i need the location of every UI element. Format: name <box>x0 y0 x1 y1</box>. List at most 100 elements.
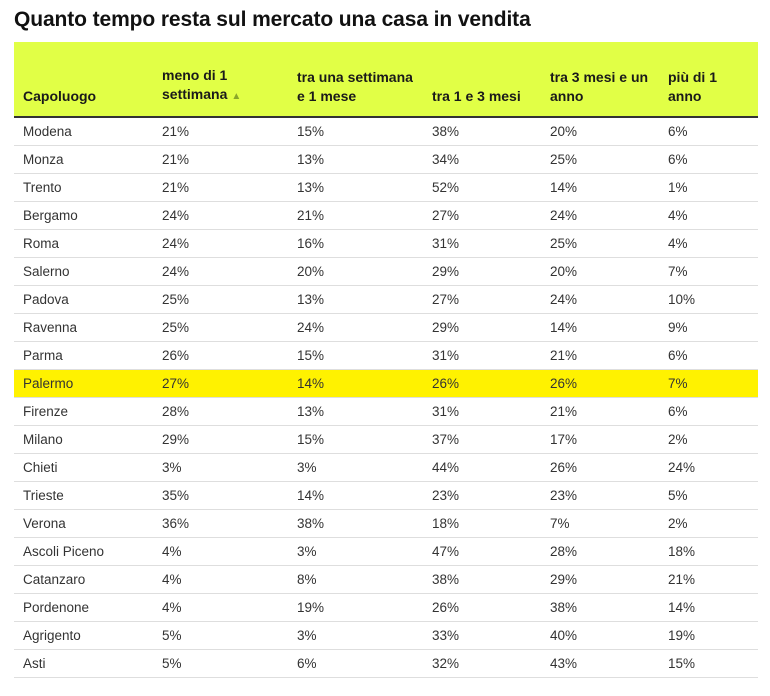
cell-value: 3% <box>289 537 424 566</box>
cell-value: 25% <box>154 285 289 314</box>
column-header-meno-di-1-settimana[interactable]: meno di 1 settimana ▲ <box>154 42 289 118</box>
cell-value: 15% <box>289 341 424 370</box>
cell-value: 1% <box>660 173 758 202</box>
cell-value: 24% <box>542 285 660 314</box>
cell-value: 31% <box>424 341 542 370</box>
table-row: Milano 29% 15% 37% 17% 2% <box>14 425 758 454</box>
cell-value: 15% <box>660 649 758 678</box>
cell-value: 37% <box>424 425 542 454</box>
table-row: Padova 25% 13% 27% 24% 10% <box>14 285 758 314</box>
cell-capoluogo: Asti <box>14 649 154 678</box>
cell-value: 26% <box>542 369 660 398</box>
cell-capoluogo: Monza <box>14 145 154 174</box>
cell-value: 14% <box>289 369 424 398</box>
column-header-tra-1-e-3-mesi[interactable]: tra 1 e 3 mesi <box>424 42 542 118</box>
cell-capoluogo: Milano <box>14 425 154 454</box>
cell-capoluogo: Ravenna <box>14 313 154 342</box>
cell-value: 14% <box>660 593 758 622</box>
cell-capoluogo: Verona <box>14 509 154 538</box>
cell-value: 21% <box>542 341 660 370</box>
cell-capoluogo: Catanzaro <box>14 565 154 594</box>
cell-value: 15% <box>289 425 424 454</box>
cell-capoluogo: Agrigento <box>14 621 154 650</box>
column-header-piu-di-1-anno[interactable]: più di 1 anno <box>660 42 758 118</box>
column-header-tra-una-settimana-e-1-mese[interactable]: tra una settimana e 1 mese <box>289 42 424 118</box>
cell-value: 4% <box>154 537 289 566</box>
cell-value: 27% <box>424 285 542 314</box>
table-row: Bergamo 24% 21% 27% 24% 4% <box>14 201 758 230</box>
cell-value: 21% <box>289 201 424 230</box>
cell-value: 6% <box>660 397 758 426</box>
column-header-tra-3-mesi-e-un-anno[interactable]: tra 3 mesi e un anno <box>542 42 660 118</box>
table-row: Parma 26% 15% 31% 21% 6% <box>14 341 758 370</box>
cell-value: 40% <box>542 621 660 650</box>
cell-value: 29% <box>424 313 542 342</box>
table-body: Modena 21% 15% 38% 20% 6% Monza 21% 13% 34% 25% 6% T… <box>14 117 758 678</box>
cell-value: 27% <box>424 201 542 230</box>
cell-value: 3% <box>289 453 424 482</box>
table-row: Trento 21% 13% 52% 14% 1% <box>14 173 758 202</box>
cell-value: 29% <box>424 257 542 286</box>
cell-value: 5% <box>154 621 289 650</box>
cell-value: 4% <box>660 229 758 258</box>
cell-value: 33% <box>424 621 542 650</box>
cell-value: 25% <box>542 229 660 258</box>
cell-value: 8% <box>289 565 424 594</box>
cell-value: 13% <box>289 397 424 426</box>
cell-capoluogo: Palermo <box>14 369 154 398</box>
table-row: Ascoli Piceno 4% 3% 47% 28% 18% <box>14 537 758 566</box>
cell-capoluogo: Trieste <box>14 481 154 510</box>
cell-value: 17% <box>542 425 660 454</box>
cell-value: 28% <box>542 537 660 566</box>
table-row: Verona 36% 38% 18% 7% 2% <box>14 509 758 538</box>
cell-capoluogo: Roma <box>14 229 154 258</box>
header-row: Capoluogo meno di 1 settimana ▲ tra una s… <box>14 42 758 118</box>
cell-value: 38% <box>542 593 660 622</box>
cell-value: 32% <box>424 649 542 678</box>
table-header: Capoluogo meno di 1 settimana ▲ tra una s… <box>14 42 758 118</box>
cell-value: 36% <box>154 509 289 538</box>
cell-value: 3% <box>289 621 424 650</box>
cell-value: 27% <box>154 369 289 398</box>
cell-value: 23% <box>542 481 660 510</box>
cell-value: 38% <box>424 565 542 594</box>
cell-value: 43% <box>542 649 660 678</box>
cell-value: 31% <box>424 397 542 426</box>
cell-value: 47% <box>424 537 542 566</box>
cell-capoluogo: Trento <box>14 173 154 202</box>
cell-capoluogo: Parma <box>14 341 154 370</box>
cell-value: 21% <box>542 397 660 426</box>
cell-value: 6% <box>660 145 758 174</box>
sort-ascending-icon: ▲ <box>231 91 242 102</box>
cell-value: 18% <box>424 509 542 538</box>
cell-value: 20% <box>542 117 660 146</box>
cell-value: 24% <box>154 257 289 286</box>
cell-value: 2% <box>660 509 758 538</box>
cell-value: 2% <box>660 425 758 454</box>
table-row-highlighted: Palermo 27% 14% 26% 26% 7% <box>14 369 758 398</box>
cell-value: 25% <box>154 313 289 342</box>
cell-value: 31% <box>424 229 542 258</box>
cell-value: 52% <box>424 173 542 202</box>
table-row: Trieste 35% 14% 23% 23% 5% <box>14 481 758 510</box>
cell-capoluogo: Pordenone <box>14 593 154 622</box>
column-header-capoluogo[interactable]: Capoluogo <box>14 42 154 118</box>
data-table: Capoluogo meno di 1 settimana ▲ tra una s… <box>14 42 758 678</box>
cell-value: 24% <box>660 453 758 482</box>
cell-value: 21% <box>154 117 289 146</box>
chart-title: Quanto tempo resta sul mercato una casa … <box>14 8 531 31</box>
cell-value: 24% <box>542 201 660 230</box>
cell-value: 26% <box>424 369 542 398</box>
cell-value: 25% <box>542 145 660 174</box>
cell-value: 13% <box>289 145 424 174</box>
table-row: Catanzaro 4% 8% 38% 29% 21% <box>14 565 758 594</box>
cell-value: 20% <box>289 257 424 286</box>
cell-capoluogo: Ascoli Piceno <box>14 537 154 566</box>
cell-capoluogo: Firenze <box>14 397 154 426</box>
cell-value: 16% <box>289 229 424 258</box>
cell-value: 26% <box>154 341 289 370</box>
cell-value: 34% <box>424 145 542 174</box>
cell-value: 21% <box>154 145 289 174</box>
table-row: Monza 21% 13% 34% 25% 6% <box>14 145 758 174</box>
cell-value: 29% <box>154 425 289 454</box>
